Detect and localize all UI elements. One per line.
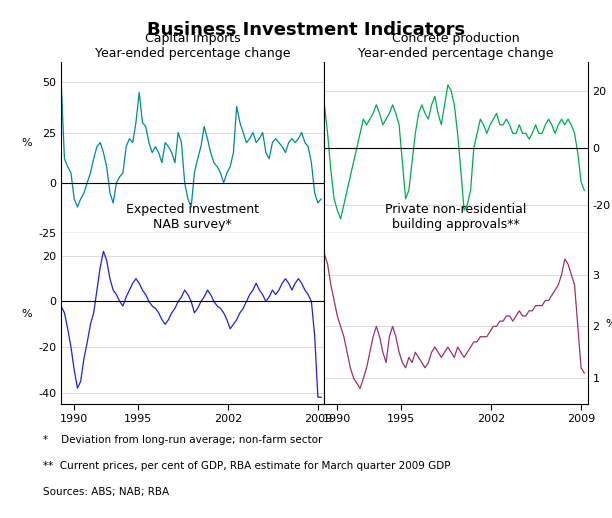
Title: Capital imports
Year-ended percentage change: Capital imports Year-ended percentage ch… bbox=[95, 32, 291, 60]
Y-axis label: %: % bbox=[605, 319, 612, 328]
Title: Private non-residential
building approvals**: Private non-residential building approva… bbox=[385, 203, 527, 231]
Title: Concrete production
Year-ended percentage change: Concrete production Year-ended percentag… bbox=[358, 32, 554, 60]
Text: Sources: ABS; NAB; RBA: Sources: ABS; NAB; RBA bbox=[43, 487, 169, 497]
Title: Expected investment
NAB survey*: Expected investment NAB survey* bbox=[126, 203, 259, 231]
Y-axis label: %: % bbox=[22, 309, 32, 319]
Y-axis label: %: % bbox=[22, 138, 32, 148]
Text: **  Current prices, per cent of GDP, RBA estimate for March quarter 2009 GDP: ** Current prices, per cent of GDP, RBA … bbox=[43, 461, 450, 471]
Text: *    Deviation from long-run average; non-farm sector: * Deviation from long-run average; non-f… bbox=[43, 435, 322, 445]
Text: Business Investment Indicators: Business Investment Indicators bbox=[147, 21, 465, 39]
